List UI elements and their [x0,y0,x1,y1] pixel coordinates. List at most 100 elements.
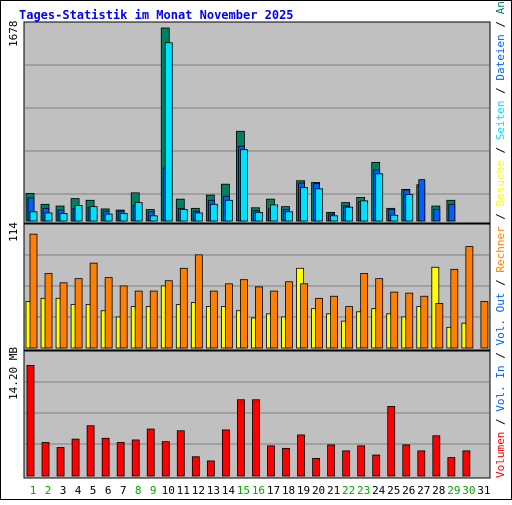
x-day-label: 22 [342,484,355,497]
x-day-label: 19 [297,484,310,497]
x-day-label: 20 [312,484,325,497]
bar-dateien [224,199,233,222]
legend-text: Volumen / Vol. In / Vol. Out / Rechner /… [494,0,507,478]
bar-rechner [164,280,173,349]
bar-seiten [433,209,441,222]
bar-rechner [480,301,489,349]
bar-volumen [267,445,275,477]
x-day-label: 5 [90,484,97,497]
x-day-label: 26 [402,484,415,497]
bar-volumen [252,399,260,477]
bar-rechner [270,290,278,349]
bar-rechner [465,246,474,349]
bar-volumen [116,442,125,477]
x-day-label: 10 [162,484,175,497]
bar-volumen [297,434,305,477]
bar-rechner [209,290,218,349]
bar-volumen [131,439,140,477]
x-day-label: 2 [45,484,52,497]
bar-volumen [462,450,471,477]
bar-dateien [74,205,83,222]
x-day-label: 6 [105,484,112,497]
bar-rechner [179,267,188,349]
x-day-label: 8 [135,484,142,497]
chart-title: Tages-Statistik im Monat November 2025 [19,8,294,22]
x-day-label: 15 [237,484,250,497]
hits-max-tick: 1678 [7,21,20,48]
bar-dateien [29,211,38,222]
bar-volumen [71,438,80,477]
bar-volumen [146,428,155,477]
bar-volumen [417,450,426,477]
bar-dateien [89,206,98,222]
x-day-label: 21 [327,484,340,497]
bar-seiten [448,203,456,222]
legend-separator: / [494,206,507,226]
bar-seiten [418,179,426,222]
x-day-label: 24 [372,484,386,497]
legend-separator: / [494,140,507,160]
x-day-label: 28 [432,484,445,497]
bar-dateien [194,212,203,222]
bar-rechner [405,292,414,349]
bar-dateien [240,149,248,222]
bar-volumen [372,454,381,477]
bar-dateien [375,173,384,222]
x-day-label: 7 [120,484,127,497]
x-day-label: 27 [417,484,430,497]
bar-dateien [330,215,339,222]
hits-panel [23,21,491,224]
bar-volumen [56,447,65,477]
bar-rechner [240,279,248,349]
bar-dateien [390,214,399,222]
bar-dateien [149,215,158,222]
bar-rechner [134,290,143,349]
bar-rechner [74,278,83,349]
x-day-label: 18 [282,484,295,497]
x-day-label: 1 [30,484,37,497]
x-axis-day-labels: 1 2 3 4 5 6 7 8 9 10 11 12 13 14 15 16 17 18 19 20 21 22 23 24 2… [30,484,491,497]
bar-rechner [360,273,369,349]
x-day-label: 23 [357,484,370,497]
bar-rechner [420,295,429,349]
bar-dateien [270,204,278,222]
bar-dateien [134,202,143,222]
legend-item: Anfragen [494,0,507,14]
visits-max-tick: 114 [7,222,20,242]
bar-volumen [41,442,50,477]
bar-volumen [327,444,336,477]
bar-dateien [179,209,188,222]
bar-dateien [104,213,113,222]
bar-rechner [345,306,354,349]
bar-volumen [447,457,456,477]
bar-volumen [161,441,170,477]
bar-volumen [206,460,215,477]
x-day-label: 13 [207,484,220,497]
bar-volumen [357,445,366,477]
bar-dateien [315,188,323,222]
bar-dateien [345,206,354,222]
bar-volumen [176,430,185,477]
x-day-label: 30 [462,484,475,497]
bar-rechner [390,291,399,349]
bar-rechner [224,283,233,349]
bar-rechner [450,268,459,349]
legend-item: Dateien [494,34,507,80]
x-day-label: 9 [150,484,157,497]
bar-rechner [375,278,384,349]
bar-dateien [209,203,218,222]
bar-volumen [191,456,200,477]
legend-separator: / [494,81,507,101]
bar-rechner [285,281,293,349]
bar-dateien [405,194,414,222]
right-legend: Volumen / Vol. In / Vol. Out / Rechner /… [494,0,507,478]
bar-dateien [59,213,68,222]
grid-lines [25,64,489,445]
bar-volumen [86,425,95,477]
bar-volumen [101,437,110,477]
legend-item: Volumen [494,432,507,478]
x-day-label: 16 [252,484,265,497]
x-day-label: 29 [447,484,460,497]
bar-volumen [282,447,290,477]
